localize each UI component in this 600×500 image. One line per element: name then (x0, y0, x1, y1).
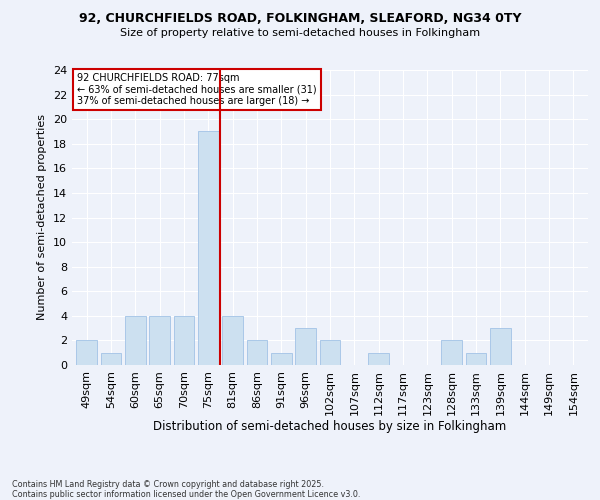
Bar (295, 328, 316, 365)
Bar (320, 340, 340, 365)
Bar (271, 352, 292, 365)
X-axis label: Distribution of semi-detached houses by size in Folkingham: Distribution of semi-detached houses by … (154, 420, 506, 434)
Bar (198, 132, 218, 365)
Text: 92, CHURCHFIELDS ROAD, FOLKINGHAM, SLEAFORD, NG34 0TY: 92, CHURCHFIELDS ROAD, FOLKINGHAM, SLEAF… (79, 12, 521, 26)
Bar (101, 352, 121, 365)
Y-axis label: Number of semi-detached properties: Number of semi-detached properties (37, 114, 47, 320)
Bar (368, 352, 389, 365)
Bar (173, 316, 194, 365)
Bar (125, 316, 146, 365)
Bar (466, 352, 487, 365)
Bar (149, 316, 170, 365)
Text: 92 CHURCHFIELDS ROAD: 77sqm
← 63% of semi-detached houses are smaller (31)
37% o: 92 CHURCHFIELDS ROAD: 77sqm ← 63% of sem… (77, 73, 317, 106)
Text: Contains HM Land Registry data © Crown copyright and database right 2025.
Contai: Contains HM Land Registry data © Crown c… (12, 480, 361, 499)
Bar (222, 316, 243, 365)
Bar (76, 340, 97, 365)
Bar (442, 340, 462, 365)
Bar (247, 340, 268, 365)
Text: Size of property relative to semi-detached houses in Folkingham: Size of property relative to semi-detach… (120, 28, 480, 38)
Bar (490, 328, 511, 365)
